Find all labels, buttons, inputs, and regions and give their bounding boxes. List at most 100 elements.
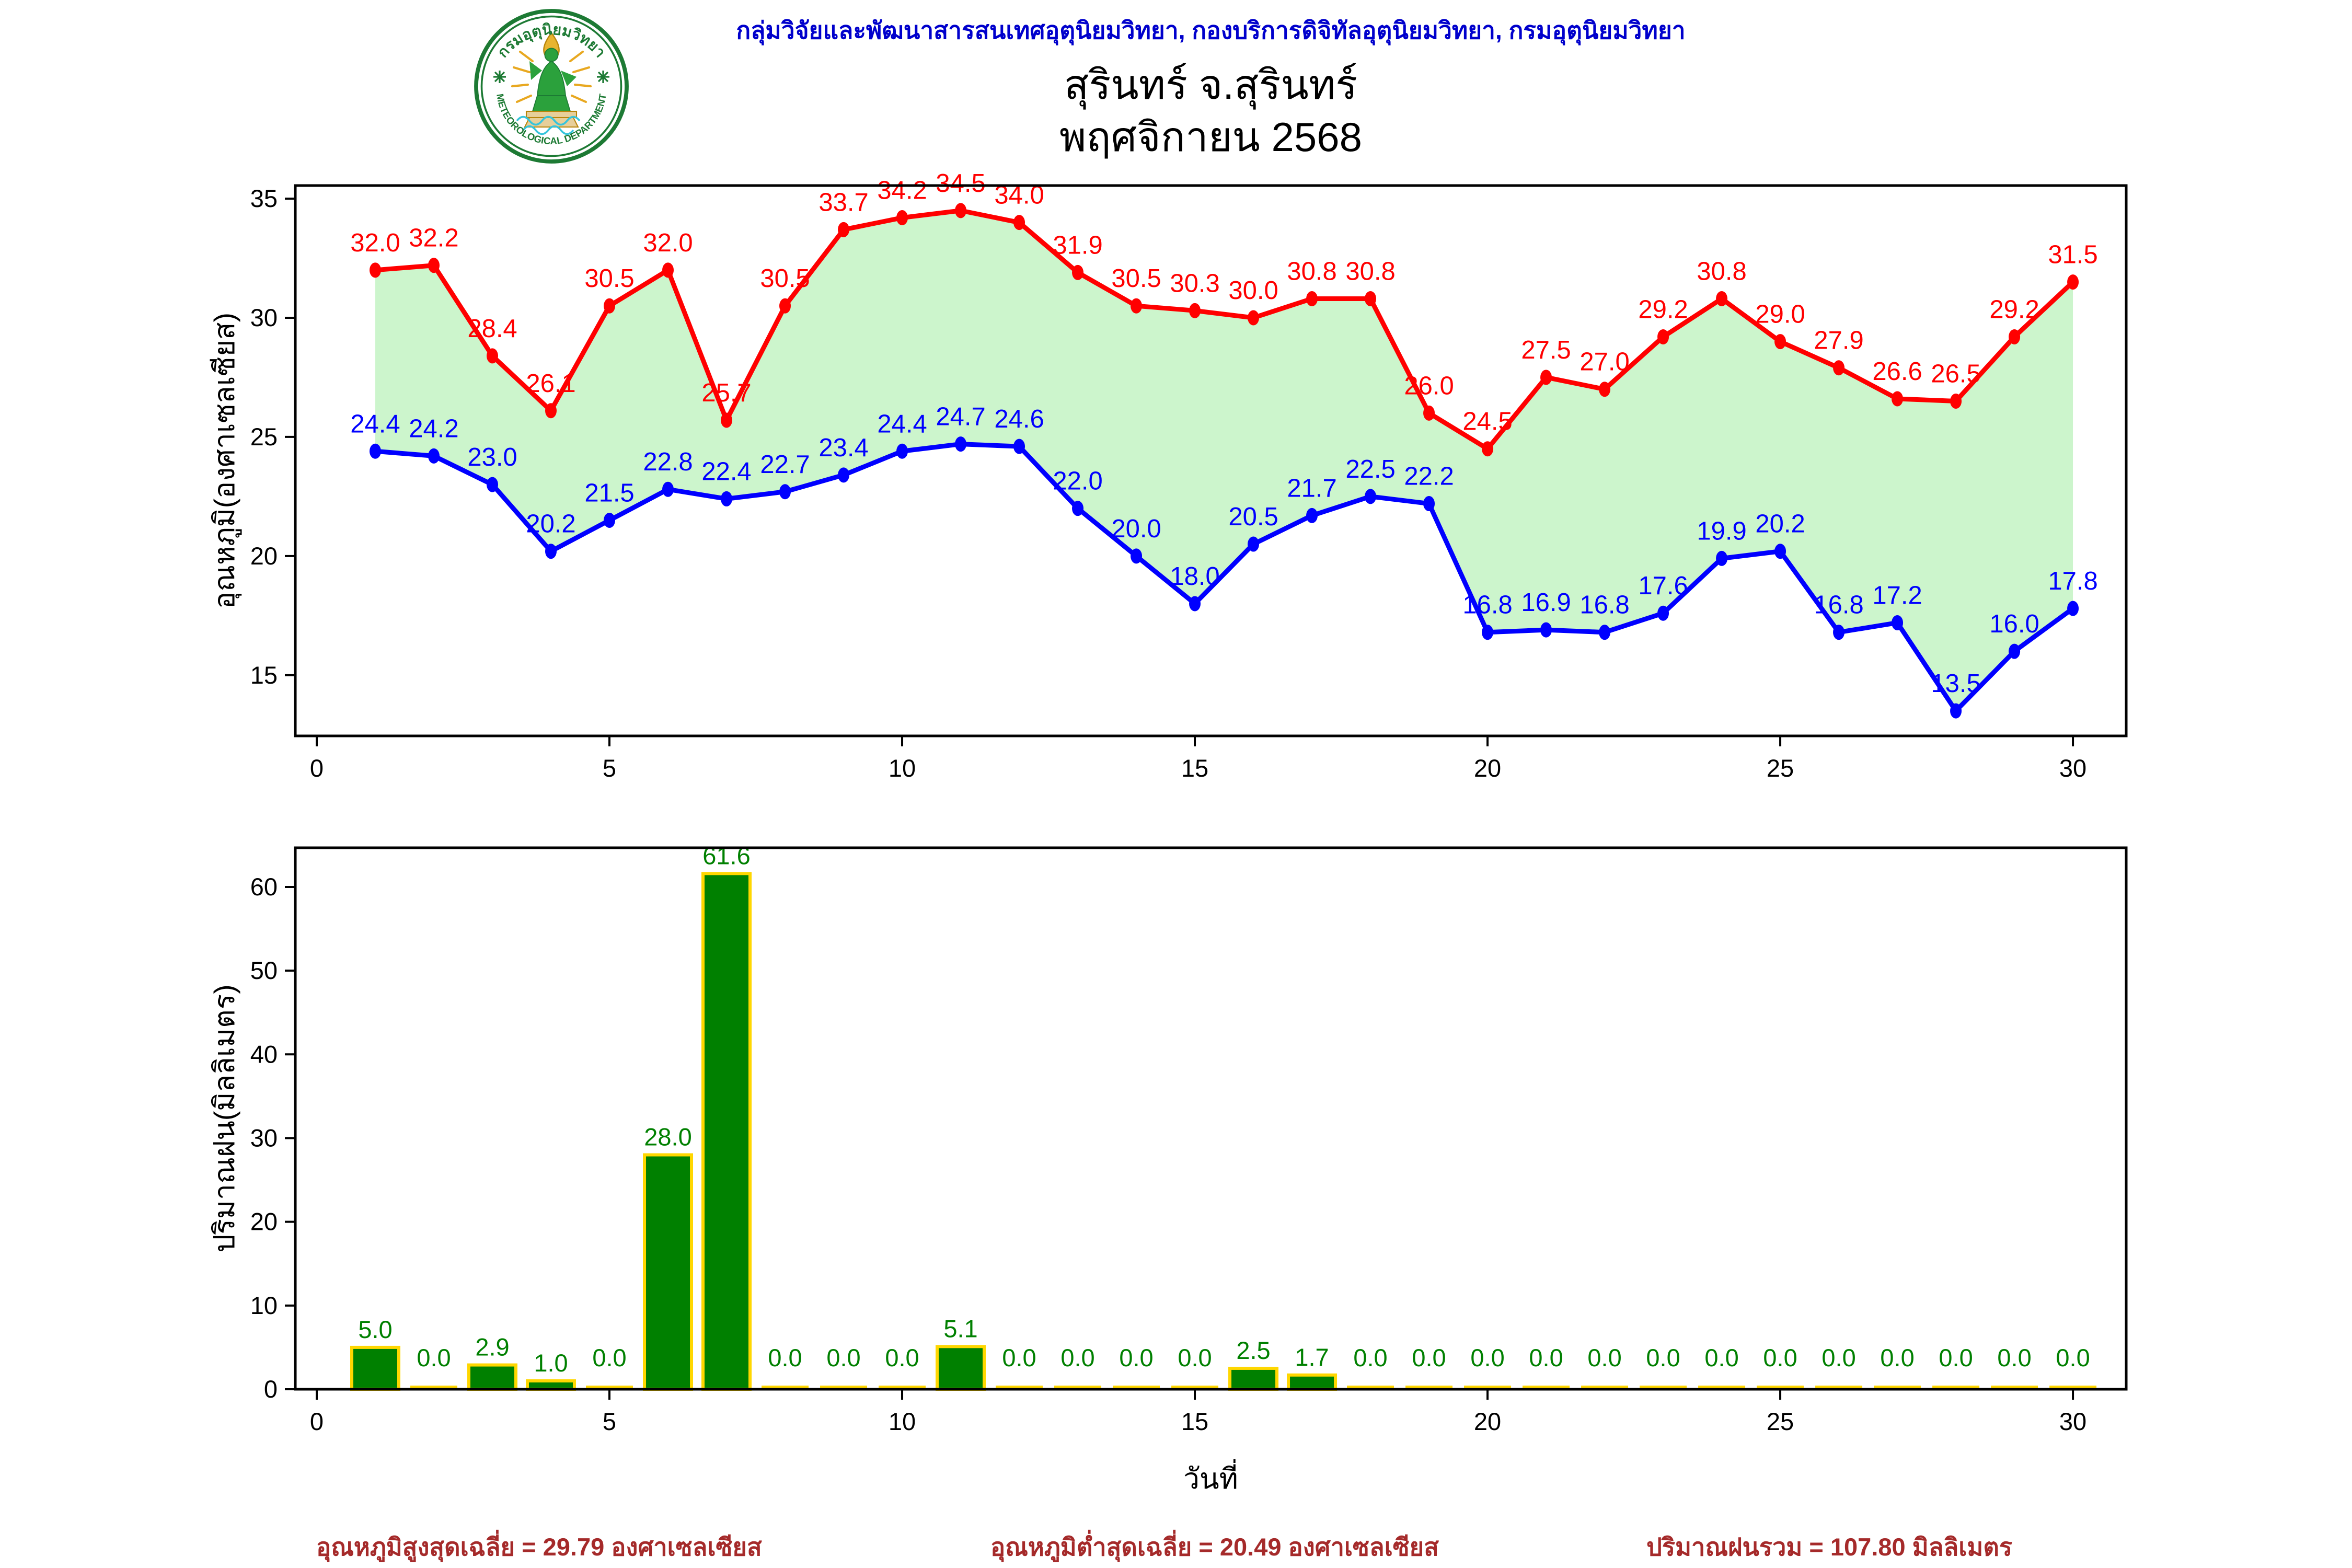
svg-text:0.0: 0.0 bbox=[1178, 1344, 1212, 1371]
logo-sun-rays bbox=[511, 50, 592, 103]
svg-text:0.0: 0.0 bbox=[1939, 1344, 1973, 1371]
svg-text:0.0: 0.0 bbox=[1646, 1344, 1680, 1371]
svg-text:29.0: 29.0 bbox=[1755, 301, 1805, 329]
svg-text:17.6: 17.6 bbox=[1638, 572, 1688, 600]
svg-text:20.2: 20.2 bbox=[526, 510, 575, 538]
rain-bar bbox=[350, 1345, 400, 1391]
svg-text:40: 40 bbox=[250, 1040, 278, 1068]
rain-bar-zero bbox=[1347, 1386, 1394, 1389]
svg-text:31.5: 31.5 bbox=[2048, 241, 2097, 269]
svg-text:0.0: 0.0 bbox=[1587, 1344, 1621, 1371]
svg-text:5.0: 5.0 bbox=[358, 1316, 392, 1343]
svg-text:26.0: 26.0 bbox=[1404, 372, 1454, 400]
svg-text:2.5: 2.5 bbox=[1236, 1336, 1270, 1364]
svg-text:22.5: 22.5 bbox=[1345, 455, 1395, 483]
svg-text:34.5: 34.5 bbox=[936, 169, 985, 198]
svg-text:25: 25 bbox=[1767, 754, 1794, 782]
svg-text:25: 25 bbox=[1767, 1408, 1794, 1435]
max_temperature-series: 32.0 32.2 28.4 26.1 30.5 32.0 25.7 30.5 33.7 34.2… bbox=[350, 169, 2098, 457]
svg-text:0.0: 0.0 bbox=[885, 1344, 919, 1371]
svg-text:18.0: 18.0 bbox=[1170, 562, 1219, 591]
svg-text:20: 20 bbox=[250, 1208, 278, 1236]
svg-text:13.5: 13.5 bbox=[1931, 670, 1980, 698]
rain-bar-zero bbox=[410, 1386, 457, 1389]
svg-text:50: 50 bbox=[250, 956, 278, 984]
svg-text:28.0: 28.0 bbox=[644, 1123, 691, 1151]
rainfall-y-axis-label: ปริมาณฝน(มิลลิเมตร) bbox=[208, 984, 240, 1252]
rain-bar-zero bbox=[1405, 1386, 1453, 1389]
svg-text:17.2: 17.2 bbox=[1872, 581, 1922, 609]
svg-text:30: 30 bbox=[2059, 754, 2086, 782]
svg-text:20.5: 20.5 bbox=[1228, 503, 1278, 531]
svg-text:21.5: 21.5 bbox=[584, 479, 634, 507]
svg-text:26.6: 26.6 bbox=[1872, 358, 1922, 386]
svg-text:10: 10 bbox=[889, 1408, 916, 1435]
logo-snowflake-right bbox=[597, 71, 609, 83]
svg-text:15: 15 bbox=[1181, 754, 1208, 782]
svg-text:25: 25 bbox=[250, 423, 278, 451]
rain-bar-zero bbox=[1815, 1386, 1863, 1389]
svg-text:30: 30 bbox=[250, 304, 278, 331]
rain-bar bbox=[467, 1363, 518, 1391]
rain-bar bbox=[1287, 1373, 1338, 1391]
logo-inner-ring bbox=[480, 15, 622, 157]
tmd-logo: กรมอุตุนิยมวิทยา METEOROLOGICAL DEPARTME… bbox=[474, 9, 629, 164]
svg-text:15: 15 bbox=[250, 661, 278, 689]
rain-bar-zero bbox=[1757, 1386, 1804, 1389]
svg-text:0.0: 0.0 bbox=[1529, 1344, 1563, 1371]
svg-text:30.5: 30.5 bbox=[760, 264, 810, 293]
rain-bar-zero bbox=[820, 1386, 868, 1389]
logo-clouds bbox=[516, 116, 581, 135]
svg-text:16.0: 16.0 bbox=[1989, 610, 2039, 638]
svg-text:29.2: 29.2 bbox=[1989, 295, 2039, 324]
rainfall-x-axis-label: วันที่ bbox=[1183, 1459, 1238, 1495]
summary-rain-total: ปริมาณฝนรวม = 107.80 มิลลิเมตร bbox=[1646, 1533, 2013, 1561]
svg-text:0.0: 0.0 bbox=[1353, 1344, 1387, 1371]
rainfall-plot-frame bbox=[294, 846, 2128, 1391]
svg-text:0.0: 0.0 bbox=[1763, 1344, 1797, 1371]
svg-text:24.4: 24.4 bbox=[877, 410, 927, 438]
svg-text:23.0: 23.0 bbox=[467, 443, 517, 471]
svg-text:1.0: 1.0 bbox=[534, 1349, 568, 1377]
svg-text:30: 30 bbox=[250, 1124, 278, 1151]
svg-text:0: 0 bbox=[264, 1375, 278, 1403]
svg-text:20.2: 20.2 bbox=[1755, 510, 1805, 538]
logo-snowflake-left bbox=[493, 71, 506, 83]
svg-text:30.8: 30.8 bbox=[1345, 258, 1395, 286]
svg-text:19.9: 19.9 bbox=[1697, 517, 1746, 545]
svg-text:16.8: 16.8 bbox=[1462, 591, 1512, 619]
svg-text:27.0: 27.0 bbox=[1579, 348, 1629, 376]
rain-bar bbox=[701, 872, 752, 1391]
svg-text:0.0: 0.0 bbox=[2056, 1344, 2090, 1371]
page-subtitle: พฤศจิกายน 2568 bbox=[1059, 114, 1363, 160]
svg-text:10: 10 bbox=[889, 754, 916, 782]
rain-bar-zero bbox=[879, 1386, 926, 1389]
svg-text:30.5: 30.5 bbox=[1111, 264, 1161, 293]
page-title: สุรินทร์ จ.สุรินทร์ bbox=[1064, 62, 1358, 108]
svg-text:0.0: 0.0 bbox=[1821, 1344, 1855, 1371]
svg-text:0.0: 0.0 bbox=[1470, 1344, 1504, 1371]
agency-line: กลุ่มวิจัยและพัฒนาสารสนเทศอุตุนิยมวิทยา,… bbox=[736, 17, 1686, 44]
svg-text:30.8: 30.8 bbox=[1287, 258, 1336, 286]
svg-text:1.7: 1.7 bbox=[1295, 1343, 1329, 1371]
svg-text:22.7: 22.7 bbox=[760, 451, 810, 479]
temp-range-fill-area bbox=[375, 210, 2073, 711]
svg-text:15: 15 bbox=[1181, 1408, 1208, 1435]
svg-text:0.0: 0.0 bbox=[1704, 1344, 1738, 1371]
temperature-y-axis-label: อุณหภูมิ(องศาเซลเซียส) bbox=[208, 313, 242, 609]
svg-text:17.8: 17.8 bbox=[2048, 567, 2097, 595]
rain-bar-zero bbox=[1932, 1386, 1980, 1389]
svg-text:0.0: 0.0 bbox=[1412, 1344, 1446, 1371]
svg-text:22.0: 22.0 bbox=[1053, 467, 1102, 495]
rain-bar-zero bbox=[586, 1386, 633, 1389]
svg-text:31.9: 31.9 bbox=[1053, 231, 1102, 259]
rain-bar-zero bbox=[1171, 1386, 1219, 1389]
temperature-chart: 32.0 32.2 28.4 26.1 30.5 32.0 25.7 30.5 33.7 34.2… bbox=[208, 169, 2128, 782]
svg-text:0: 0 bbox=[310, 1408, 324, 1435]
svg-text:16.9: 16.9 bbox=[1521, 589, 1571, 617]
svg-text:0.0: 0.0 bbox=[1880, 1344, 1914, 1371]
rain-bar-zero bbox=[1874, 1386, 1921, 1389]
svg-text:0.0: 0.0 bbox=[592, 1344, 626, 1371]
svg-text:0.0: 0.0 bbox=[826, 1344, 860, 1371]
rain-bar-zero bbox=[1464, 1386, 1512, 1389]
